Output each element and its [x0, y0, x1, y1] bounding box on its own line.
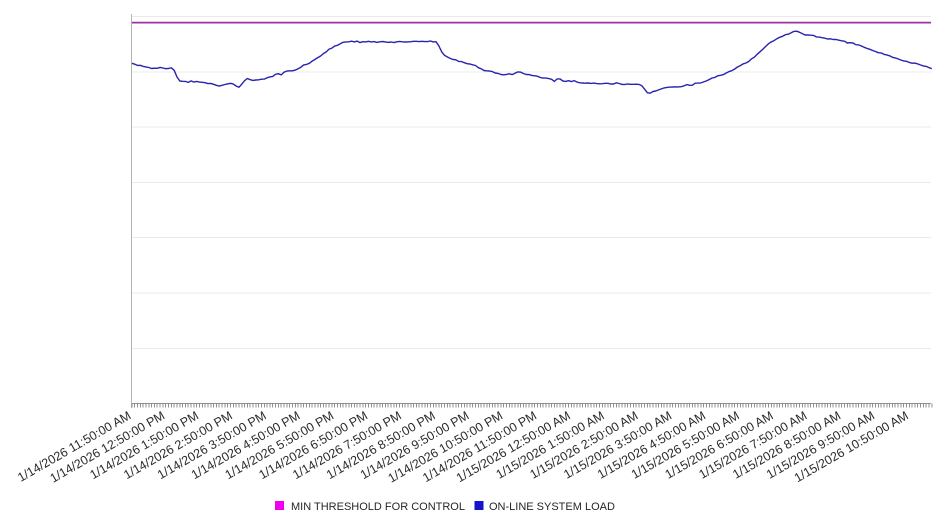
svg-text:MIN THRESHOLD FOR CONTROL: MIN THRESHOLD FOR CONTROL	[291, 501, 465, 513]
svg-text:ON-LINE SYSTEM LOAD: ON-LINE SYSTEM LOAD	[489, 501, 615, 513]
